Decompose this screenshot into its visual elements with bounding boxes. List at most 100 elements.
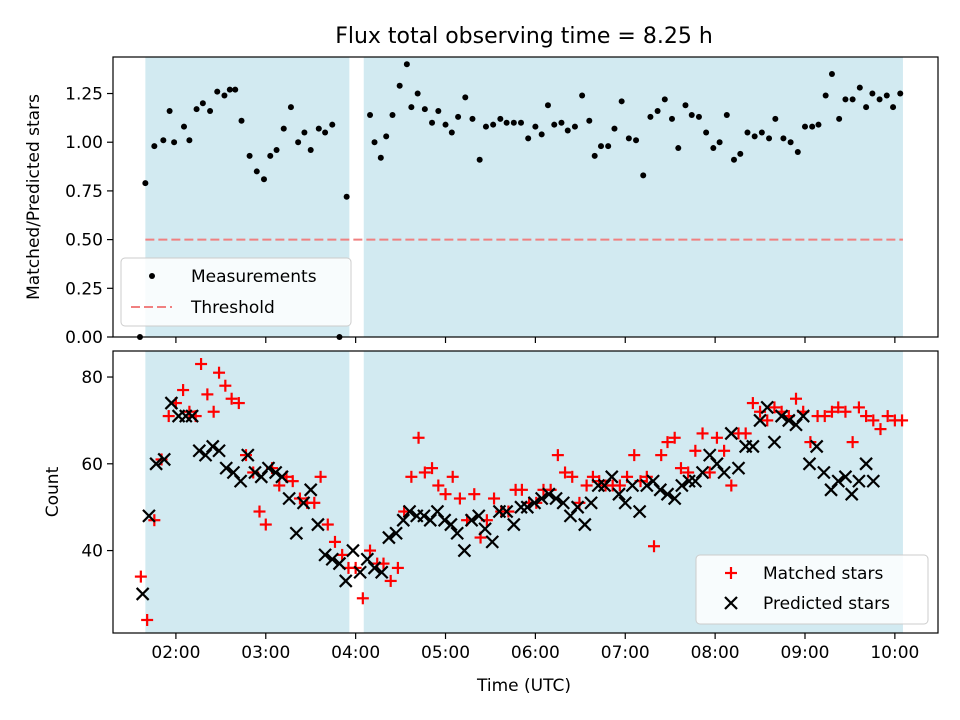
measurement-point bbox=[538, 131, 545, 138]
matched-star-point bbox=[515, 483, 528, 496]
measurement-point bbox=[186, 137, 193, 144]
matched-star-point bbox=[207, 405, 220, 418]
predicted-star-point bbox=[485, 535, 500, 549]
predicted-star-point bbox=[149, 457, 163, 471]
measurement-point bbox=[525, 135, 532, 142]
predicted-star-point bbox=[444, 517, 458, 532]
predicted-star-point bbox=[570, 500, 585, 514]
predicted-star-point bbox=[625, 478, 640, 493]
measurement-point bbox=[564, 127, 571, 134]
matched-stars-points bbox=[134, 358, 909, 626]
predicted-star-point bbox=[760, 400, 775, 415]
measurement-point bbox=[448, 129, 455, 136]
measurement-point bbox=[383, 133, 390, 140]
matched-star-point bbox=[502, 505, 515, 518]
measurement-point bbox=[794, 148, 801, 155]
measurement-point bbox=[625, 135, 632, 142]
predicted-star-point bbox=[507, 517, 521, 532]
predicted-star-point bbox=[724, 426, 739, 441]
measurement-point bbox=[214, 88, 221, 95]
measurement-point bbox=[897, 90, 904, 97]
matched-star-point bbox=[141, 613, 154, 626]
measurement-point bbox=[267, 152, 274, 159]
measurement-point bbox=[455, 113, 462, 120]
measurement-point bbox=[815, 121, 822, 128]
predicted-star-point bbox=[135, 587, 150, 601]
measurement-point bbox=[801, 123, 808, 130]
predicted-star-point bbox=[667, 491, 682, 506]
matched-star-point bbox=[725, 479, 738, 492]
measurement-point bbox=[232, 86, 239, 93]
bottom-shaded-regions bbox=[145, 351, 903, 633]
predicted-star-point bbox=[261, 461, 276, 475]
measurement-point bbox=[329, 121, 336, 128]
measurement-point bbox=[640, 172, 647, 179]
matched-star-point bbox=[852, 401, 865, 414]
bottom-y-tick-label: 40 bbox=[81, 542, 103, 562]
measurement-point bbox=[396, 82, 403, 89]
measurement-point bbox=[836, 115, 843, 122]
measurement-point bbox=[315, 125, 322, 132]
predicted-star-point bbox=[311, 517, 325, 532]
measurement-point bbox=[703, 129, 710, 136]
predicted-star-point bbox=[640, 478, 654, 493]
measurement-point bbox=[295, 139, 302, 146]
measurement-point bbox=[863, 104, 870, 111]
predicted-star-point bbox=[578, 517, 592, 532]
matched-star-point bbox=[739, 427, 752, 440]
predicted-star-point bbox=[164, 396, 179, 410]
measurement-point bbox=[421, 106, 428, 113]
x-tick-label: 10:00 bbox=[870, 643, 919, 663]
measurement-point bbox=[403, 61, 410, 68]
predicted-star-point bbox=[296, 496, 311, 510]
matched-star-point bbox=[426, 462, 439, 475]
matched-star-point bbox=[881, 410, 894, 423]
matched-star-point bbox=[661, 436, 674, 449]
matched-star-point bbox=[468, 488, 481, 501]
matched-star-point bbox=[613, 479, 626, 492]
predicted-star-point bbox=[374, 565, 389, 580]
matched-star-point bbox=[846, 436, 859, 449]
predicted-star-point bbox=[844, 487, 859, 501]
legend-matched-label: Matched stars bbox=[763, 564, 883, 584]
legend-measurements-marker bbox=[149, 273, 155, 279]
top-y-axis-label: Matched/Predicted stars bbox=[24, 94, 44, 300]
matched-star-point bbox=[177, 384, 190, 397]
x-tick-label: 06:00 bbox=[511, 643, 560, 663]
measurement-point bbox=[166, 108, 173, 115]
matched-star-point bbox=[195, 358, 208, 371]
bottom-y-ticks: 40 60 80 bbox=[81, 368, 113, 562]
predicted-star-point bbox=[268, 465, 283, 480]
matched-star-point bbox=[286, 475, 299, 488]
matched-star-point bbox=[134, 570, 147, 583]
legend-predicted-label: Predicted stars bbox=[763, 594, 890, 614]
measurement-point bbox=[647, 113, 654, 120]
matched-star-point bbox=[453, 492, 466, 505]
predicted-star-point bbox=[157, 452, 172, 467]
measurement-point bbox=[869, 90, 876, 97]
measurement-point bbox=[142, 180, 149, 187]
predicted-star-point bbox=[717, 465, 731, 480]
predicted-star-point bbox=[675, 478, 689, 493]
measurement-point bbox=[238, 117, 245, 124]
predicted-star-point bbox=[192, 444, 207, 458]
measurement-point bbox=[280, 125, 287, 132]
measurement-point bbox=[716, 139, 723, 146]
measurement-point bbox=[482, 123, 489, 130]
predicted-star-point bbox=[464, 513, 479, 527]
measurement-point bbox=[661, 96, 668, 103]
predicted-star-point bbox=[534, 491, 549, 506]
matched-star-point bbox=[668, 431, 681, 444]
top-panel: 0.00 0.25 0.50 0.75 1.00 1.25 Matched/Predict… bbox=[24, 56, 939, 348]
measurement-point bbox=[856, 84, 863, 91]
measurement-point bbox=[758, 129, 765, 136]
matched-star-point bbox=[314, 470, 327, 483]
measurement-point bbox=[571, 123, 578, 130]
predicted-star-point bbox=[838, 470, 853, 484]
bottom-y-tick-label: 60 bbox=[81, 455, 103, 475]
top-y-tick-label: 0.00 bbox=[65, 328, 103, 348]
chart-title: Flux total observing time = 8.25 h bbox=[335, 24, 713, 49]
measurement-point bbox=[490, 121, 497, 128]
matched-star-point bbox=[696, 427, 709, 440]
predicted-star-point bbox=[618, 496, 633, 510]
